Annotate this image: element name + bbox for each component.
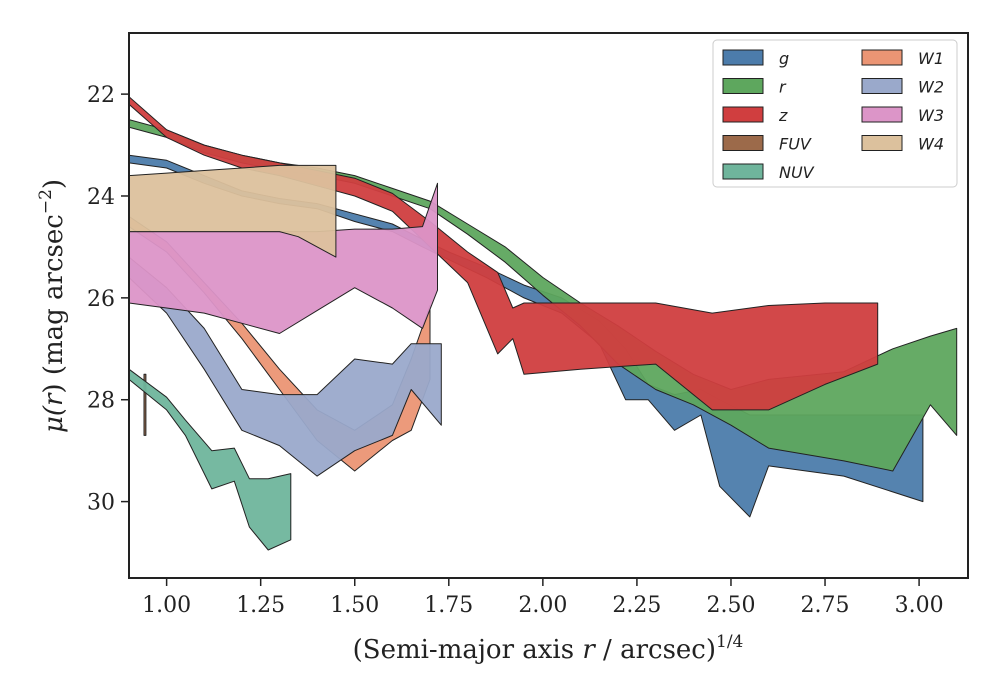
legend-swatch-z (722, 106, 764, 123)
legend-label-g: g (779, 49, 789, 68)
legend-label-z: z (778, 106, 788, 125)
x-tick-label: 2.50 (706, 593, 755, 618)
x-tick-label: 3.00 (895, 593, 944, 618)
legend-label-fuv: FUV (779, 135, 812, 154)
legend-swatch-nuv (722, 163, 764, 180)
x-tick-label: 1.50 (330, 593, 379, 618)
x-tick-label: 2.00 (518, 593, 567, 618)
legend-swatch-w4 (861, 135, 903, 151)
x-axis: 1.00 1.25 1.50 1.75 2.00 2.25 2.50 2.75 3.00 (142, 578, 944, 618)
y-tick-label: 24 (87, 185, 115, 210)
series-band-nuv (129, 368, 292, 551)
legend-swatch-fuv (722, 135, 764, 151)
legend-label-w1: W1 (918, 49, 944, 68)
legend-label-r: r (779, 78, 787, 97)
y-tick-label: 30 (87, 491, 115, 516)
legend-label-w2: W2 (918, 78, 944, 97)
legend-swatch-g (722, 49, 764, 66)
y-axis: 22 24 26 28 30 (87, 83, 129, 516)
legend-swatch-w1 (861, 49, 903, 66)
legend-label-w3: W3 (918, 106, 944, 125)
legend-label-nuv: NUV (779, 163, 815, 182)
x-axis-label: (Semi-major axis r / arcsec)1/4 (353, 632, 744, 665)
x-tick-label: 1.25 (236, 593, 285, 618)
series-band-w2 (129, 256, 442, 477)
y-axis-label: μ(r) (mag arcsec−2) (36, 179, 69, 433)
series-band-w4 (129, 164, 337, 258)
y-tick-label: 22 (87, 83, 115, 108)
series-layer (129, 96, 958, 551)
x-tick-label: 1.75 (424, 593, 473, 618)
legend-swatch-w3 (861, 106, 903, 123)
plot-frame (128, 32, 969, 579)
legend-label-w4: W4 (918, 135, 944, 154)
x-tick-label: 2.25 (612, 593, 661, 618)
legend-swatch-w2 (861, 78, 903, 94)
y-tick-label: 28 (87, 389, 115, 414)
x-tick-label: 1.00 (142, 593, 191, 618)
legend-swatch-r (722, 78, 764, 94)
x-tick-label: 2.75 (801, 593, 850, 618)
y-tick-label: 26 (87, 287, 115, 312)
legend: grz FUV NUV W1 W2 W3 W4 (712, 39, 958, 188)
